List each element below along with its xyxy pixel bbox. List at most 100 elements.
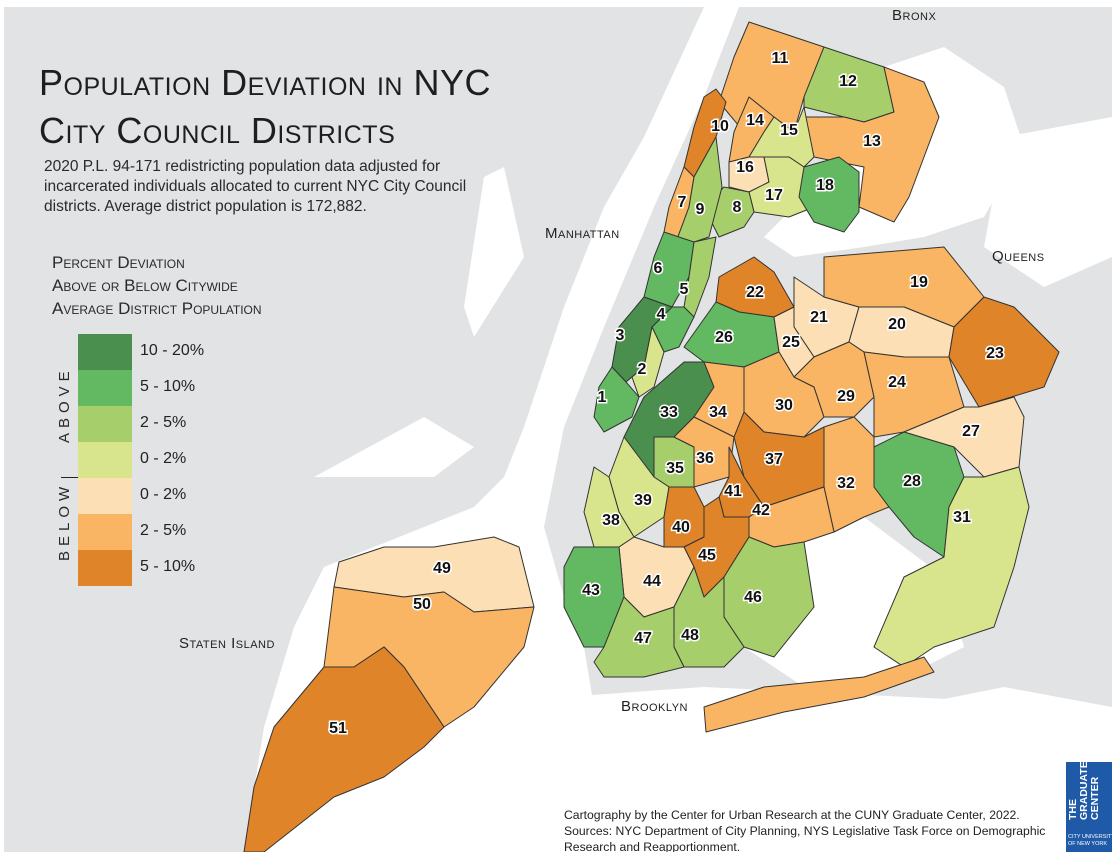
legend-item: 2 - 5% <box>78 406 278 442</box>
borough-label-staten-island: Staten Island <box>179 635 275 652</box>
district-label: 7 <box>678 194 687 211</box>
district-label: 13 <box>863 133 881 150</box>
district-label: 28 <box>903 473 921 490</box>
legend-swatch <box>78 406 132 442</box>
district-label: 41 <box>724 483 742 500</box>
district-label: 39 <box>634 492 652 509</box>
district-label: 21 <box>810 309 828 326</box>
district-label: 20 <box>888 316 906 333</box>
district-label: 11 <box>772 50 789 67</box>
legend-title-line-3: Average District Population <box>52 299 262 318</box>
district-label: 33 <box>660 404 678 421</box>
district-label: 38 <box>602 512 620 529</box>
legend-item: 5 - 10% <box>78 370 278 406</box>
district-label: 10 <box>711 118 729 135</box>
legend-swatch <box>78 514 132 550</box>
legend-label: 5 - 10% <box>140 558 196 575</box>
legend-below-label: BELOW <box>56 481 73 561</box>
title-line-1: Population Deviation in NYC <box>39 62 491 103</box>
legend-swatch <box>78 370 132 406</box>
borough-label-brooklyn: Brooklyn <box>621 698 688 715</box>
district-label: 23 <box>986 345 1004 362</box>
district-51[interactable] <box>243 646 445 852</box>
map-frame: 1 2 3 4 5 6 7 8 9 10 11 12 13 14 15 16 17 18 19 20 21 22 23 24 2… <box>4 7 1112 852</box>
district-label: 17 <box>765 187 783 204</box>
district-label: 48 <box>681 627 699 644</box>
district-label: 18 <box>816 177 834 194</box>
district-label: 27 <box>962 423 980 440</box>
district-label: 4 <box>657 306 666 323</box>
legend-label: 5 - 10% <box>140 378 196 395</box>
district-label: 14 <box>746 112 764 129</box>
district-47[interactable] <box>593 596 685 678</box>
borough-label-bronx: Bronx <box>892 7 937 24</box>
credits: Cartography by the Center for Urban Rese… <box>564 807 1064 852</box>
credits-line-2: Sources: NYC Department of City Planning… <box>564 824 1046 852</box>
district-label: 44 <box>643 573 661 590</box>
district-label: 19 <box>910 274 928 291</box>
district-label: 22 <box>746 284 764 301</box>
district-label: 9 <box>696 201 705 218</box>
district-label: 8 <box>733 199 742 216</box>
district-32-rockaway[interactable] <box>703 656 935 733</box>
district-label: 43 <box>582 582 600 599</box>
legend-above-label: ABOVE <box>56 366 73 443</box>
district-label: 36 <box>696 450 714 467</box>
district-label: 5 <box>680 281 689 298</box>
legend-label: 0 - 2% <box>140 450 187 467</box>
district-label: 12 <box>839 73 857 90</box>
graduate-center-logo: THE GRADUATE CENTER CITY UNIVERSITY OF N… <box>1066 762 1112 852</box>
district-label: 29 <box>837 388 855 405</box>
district-label: 25 <box>782 334 800 351</box>
district-label: 35 <box>666 460 684 477</box>
map-description: 2020 P.L. 94-171 redistricting populatio… <box>44 158 467 215</box>
legend-label: 10 - 20% <box>140 342 205 359</box>
district-label: 26 <box>715 329 733 346</box>
legend-label: 2 - 5% <box>140 414 187 431</box>
districts <box>243 21 1060 852</box>
legend-item: 2 - 5% <box>78 514 278 550</box>
borough-label-manhattan: Manhattan <box>545 225 620 242</box>
legend-swatch <box>78 334 132 370</box>
legend: 10 - 20% 5 - 10% 2 - 5% 0 - 2% 0 - 2% 2 … <box>78 334 278 586</box>
district-label: 47 <box>634 630 652 647</box>
legend-item: 0 - 2% <box>78 442 278 478</box>
legend-swatch <box>78 550 132 586</box>
district-label: 16 <box>736 159 754 176</box>
district-label: 31 <box>953 509 971 526</box>
district-label: 42 <box>752 502 770 519</box>
page-title: Population Deviation in NYC City Council… <box>39 59 491 155</box>
credits-line-1: Cartography by the Center for Urban Rese… <box>564 808 1020 822</box>
district-label: 37 <box>765 451 783 468</box>
legend-item: 0 - 2% <box>78 478 278 514</box>
district-label: 15 <box>780 122 798 139</box>
district-label: 45 <box>698 547 716 564</box>
district-label: 46 <box>744 589 762 606</box>
district-18[interactable] <box>798 156 860 233</box>
district-label: 32 <box>837 475 855 492</box>
district-label: 49 <box>433 560 451 577</box>
district-17[interactable] <box>748 156 815 218</box>
legend-swatch <box>78 478 132 514</box>
borough-label-queens: Queens <box>992 248 1045 265</box>
district-label: 24 <box>888 374 906 391</box>
district-label: 3 <box>616 327 625 344</box>
title-line-2: City Council Districts <box>39 110 396 151</box>
district-label: 40 <box>672 519 690 536</box>
district-40[interactable] <box>663 486 705 548</box>
legend-item: 5 - 10% <box>78 550 278 586</box>
legend-swatch <box>78 442 132 478</box>
district-label: 6 <box>654 260 663 277</box>
legend-label: 0 - 2% <box>140 486 187 503</box>
legend-title-line-1: Percent Deviation <box>52 253 185 272</box>
district-13[interactable] <box>803 66 940 223</box>
district-label: 1 <box>598 389 607 406</box>
district-23[interactable] <box>948 296 1060 408</box>
district-label: 2 <box>638 361 647 378</box>
district-label: 51 <box>329 720 347 737</box>
logo-main-text: THE GRADUATE CENTER <box>1067 762 1101 820</box>
district-1[interactable] <box>593 366 640 433</box>
legend-label: 2 - 5% <box>140 522 187 539</box>
